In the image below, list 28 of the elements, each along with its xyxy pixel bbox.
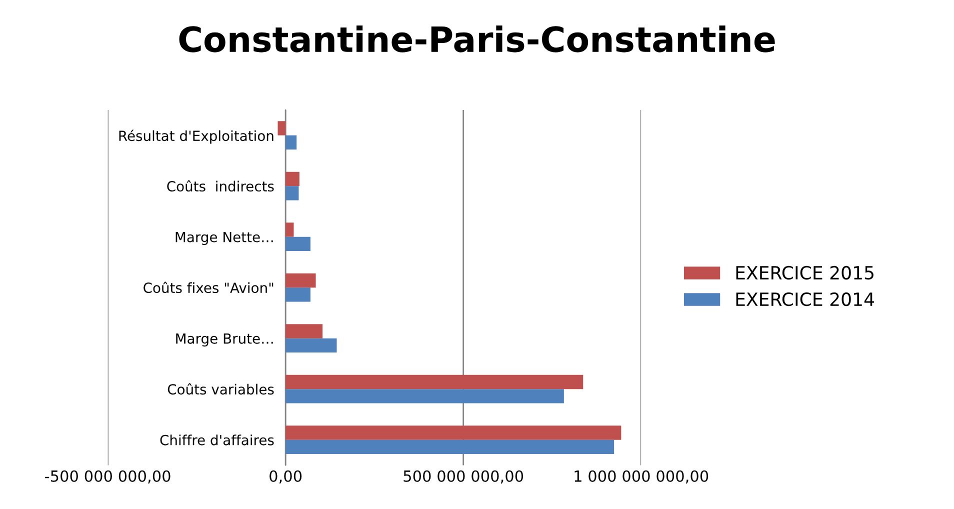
x-tick-label: 1 000 000 000,00 [574, 470, 708, 484]
x-tick-label: 0,00 [270, 470, 302, 484]
y-tick-label: Coûts indirects [167, 180, 274, 192]
bar [286, 440, 614, 454]
bar [286, 426, 622, 440]
y-tick-label: Coûts variables [168, 383, 274, 395]
legend-label: EXERCICE 2014 [736, 292, 874, 306]
bar [286, 222, 294, 237]
y-tick-label: Marge Brute… [176, 333, 273, 347]
x-tick-label: -500 000 000,00 [45, 470, 170, 484]
bar [286, 273, 316, 288]
bar [278, 121, 286, 136]
bar [286, 135, 297, 150]
y-tick-label: Résultat d'Exploitation [119, 130, 274, 144]
bar [286, 324, 323, 338]
y-tick-label: Coûts fixes "Avion" [144, 282, 274, 294]
bar [286, 172, 300, 186]
legend-label: EXERCICE 2015 [736, 266, 874, 280]
bar [286, 389, 564, 404]
y-tick-label: Chiffre d'affaires [160, 434, 274, 446]
bar [286, 186, 299, 200]
bar [286, 288, 310, 302]
bar [286, 338, 337, 353]
y-tick-label: Marge Nette… [176, 232, 273, 245]
x-tick-label: 500 000 000,00 [404, 470, 524, 484]
bar [286, 236, 310, 252]
bar [286, 374, 584, 390]
chart-title: Constantine-Paris-Constantine [179, 25, 775, 52]
